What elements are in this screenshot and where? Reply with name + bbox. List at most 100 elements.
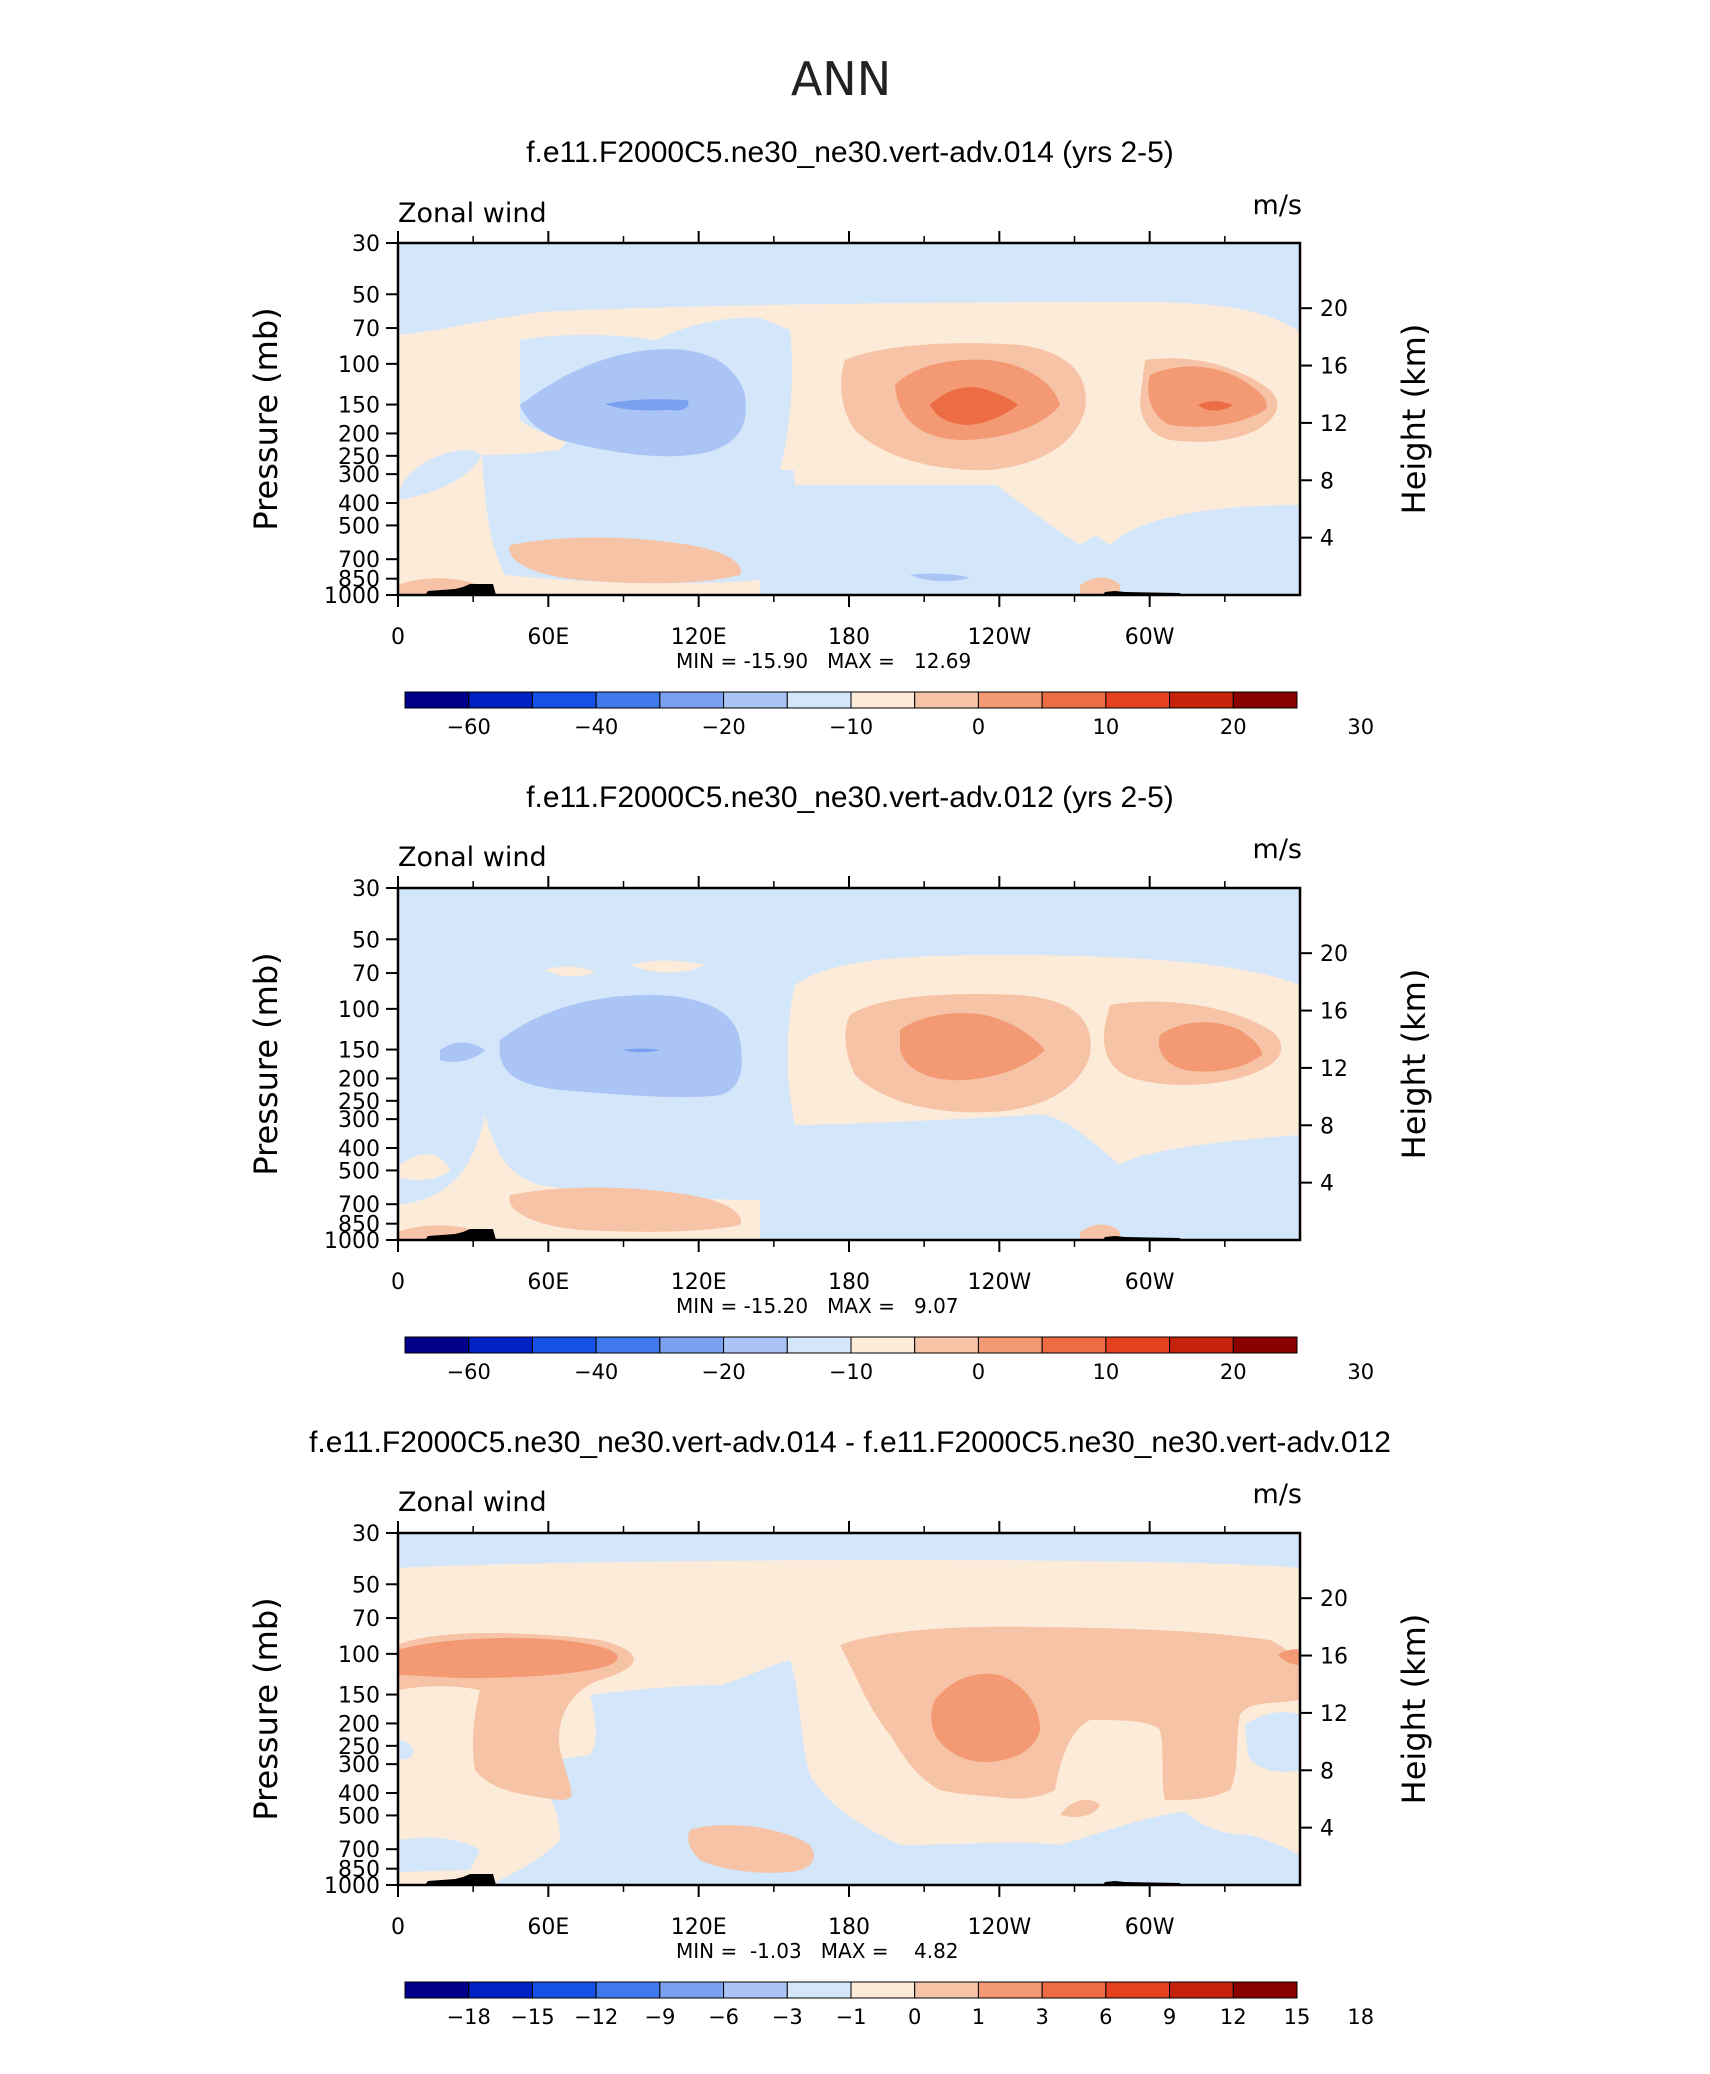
panel-1-ylabel: Pressure (mb)	[247, 307, 285, 530]
panel-3-xtick-label: 120E	[671, 1915, 727, 1940]
panel-3-warm-core-right	[931, 1673, 1040, 1763]
panel-2-colorbar-bin	[1041, 1336, 1107, 1354]
panel-2-ytick-label: 150	[338, 1039, 380, 1064]
panel-2-ytick-label: 850	[338, 1213, 380, 1238]
panel-3-xtick-label: 120W	[967, 1915, 1031, 1940]
panel-1-stats: MIN = -15.90 MAX = 12.69	[676, 649, 971, 673]
panel-2-ytick-label: 100	[338, 998, 380, 1023]
panel-3-colorbar-bin	[1169, 1981, 1234, 1999]
panel-2-colorbar-bin	[977, 1336, 1043, 1354]
panel-1-left-string: Zonal wind	[398, 198, 547, 229]
panel-3-colorbar-bin	[850, 1981, 916, 1999]
panel-1-colorbar-bin	[468, 691, 533, 709]
panel-2-ylabel-right: Height (km)	[1395, 969, 1433, 1160]
panel-1-ytick-right-label: 20	[1320, 297, 1348, 322]
panel-1: f.e11.F2000C5.ne30_ne30.vert-adv.014 (yr…	[247, 136, 1433, 739]
panel-1-surface-cold	[910, 573, 970, 582]
panel-2: f.e11.F2000C5.ne30_ne30.vert-adv.012 (yr…	[247, 781, 1433, 1384]
panel-3-right-string: m/s	[1253, 1479, 1302, 1510]
panel-2-ytick-right-label: 8	[1320, 1114, 1334, 1139]
panel-1-right-string: m/s	[1253, 190, 1302, 221]
panel-1-low-warm	[398, 455, 760, 595]
panel-3-colorbar-bin	[468, 1981, 533, 1999]
panel-1-colorbar-bin	[659, 691, 725, 709]
panel-1-colorbar-bin	[723, 691, 788, 709]
panel-2-title: f.e11.F2000C5.ne30_ne30.vert-adv.012 (yr…	[526, 781, 1174, 814]
panel-3-xtick-label: 0	[391, 1915, 405, 1940]
panel-1-colorbar-label: 30	[1347, 715, 1374, 739]
panel-2-min-label: MIN =	[676, 1294, 737, 1318]
panel-3-xtick-label: 60W	[1125, 1915, 1175, 1940]
panel-3-colorbar-label: −18	[447, 2005, 491, 2029]
panel-2-max-label: MAX =	[827, 1294, 895, 1318]
panel-2-ytick-label: 200	[338, 1067, 380, 1092]
panel-1-colorbar-label: 20	[1220, 715, 1247, 739]
panel-1-ytick-label: 150	[338, 394, 380, 419]
panel-1-colorbar-bin	[1041, 691, 1107, 709]
panel-1-ytick-label: 850	[338, 568, 380, 593]
panel-2-min-value: -15.20	[744, 1294, 808, 1318]
panel-3-ytick-label: 30	[352, 1522, 380, 1547]
panel-3-ytick-label: 400	[338, 1782, 380, 1807]
panel-1-colorbar-bin	[1169, 691, 1234, 709]
panel-3-stats: MIN = -1.03 MAX = 4.82	[676, 1939, 959, 1963]
panel-3-min-label: MIN =	[676, 1939, 737, 1963]
panel-1-colorbar-bin	[1105, 691, 1171, 709]
panel-3-ytick-label: 150	[338, 1684, 380, 1709]
panel-3-colorbar-bin	[659, 1981, 725, 1999]
panel-3-lower-warm-lobe	[688, 1825, 814, 1873]
panel-3-ylabel: Pressure (mb)	[247, 1597, 285, 1820]
panel-3-ytick-label: 250	[338, 1735, 380, 1760]
panel-3-colorbar-label: −3	[772, 2005, 803, 2029]
panel-2-xtick-label: 120W	[967, 1270, 1031, 1295]
panel-3-colorbar-bin	[404, 1981, 470, 1999]
panel-2-stats: MIN = -15.20 MAX = 9.07	[676, 1294, 959, 1318]
panel-3-left-string: Zonal wind	[398, 1487, 547, 1518]
panel-2-ytick-label: 1000	[324, 1229, 380, 1254]
panel-1-colorbar-bin	[786, 691, 852, 709]
panel-3-colorbar-label: 6	[1099, 2005, 1112, 2029]
panel-1-colorbar-label: −40	[574, 715, 618, 739]
panel-2-ytick-right-label: 16	[1320, 1000, 1348, 1025]
panel-2-ylabel: Pressure (mb)	[247, 952, 285, 1175]
panel-3-min-value: -1.03	[750, 1939, 802, 1963]
panel-3-colorbar-label: −15	[510, 2005, 554, 2029]
panel-3-warm-small-right	[1060, 1799, 1100, 1817]
panel-1-warm-max-1	[930, 387, 1018, 425]
panel-2-xtick-label: 180	[828, 1270, 870, 1295]
panel-2-ytick-label: 30	[352, 877, 380, 902]
panel-2-colorbar: −60 −40 −20 −10 0 10 20 30	[404, 1336, 1374, 1384]
panel-1-ylabel-right: Height (km)	[1395, 324, 1433, 515]
panel-3-colorbar-label: −6	[708, 2005, 739, 2029]
panel-1-plot	[396, 241, 1302, 597]
panel-2-ytick-right-label: 4	[1320, 1172, 1334, 1197]
panel-3-ytick-right-label: 16	[1320, 1645, 1348, 1670]
panel-3-colorbar-bin	[914, 1981, 979, 1999]
panel-1-colorbar-bin	[914, 691, 979, 709]
panel-2-colorbar-bin	[723, 1336, 788, 1354]
panel-2-warm-core-2	[1158, 1022, 1262, 1072]
figure-title: ANN	[791, 52, 891, 106]
panel-3-ytick-right-label: 20	[1320, 1587, 1348, 1612]
panel-2-xtick-label: 60W	[1125, 1270, 1175, 1295]
panel-2-ytick-right-label: 12	[1320, 1057, 1348, 1082]
panel-3-colorbar: −18 −15 −12 −9 −6 −3 −1 0 1 3 6 9 12 15 18	[404, 1981, 1374, 2029]
panel-2-colorbar-label: 20	[1220, 1360, 1247, 1384]
panel-2-ytick-label: 300	[338, 1108, 380, 1133]
panel-3-colorbar-label: −1	[836, 2005, 867, 2029]
panel-3-warm-lobe-right	[840, 1626, 1300, 1800]
panel-1-colorbar-label: −60	[447, 715, 491, 739]
panel-3-colorbar-label: 18	[1347, 2005, 1374, 2029]
panel-2-cold-west	[440, 1042, 485, 1062]
panel-2-ytick-label: 50	[352, 928, 380, 953]
panel-3-ytick-label: 100	[338, 1643, 380, 1668]
panel-3-plot	[396, 1531, 1302, 1887]
panel-2-colorbar-bin	[659, 1336, 725, 1354]
panel-1-colorbar-bin	[850, 691, 916, 709]
panel-3-colorbar-label: 12	[1220, 2005, 1247, 2029]
panel-1-ytick-label: 200	[338, 422, 380, 447]
panel-1-warm-core-2	[1148, 366, 1267, 427]
